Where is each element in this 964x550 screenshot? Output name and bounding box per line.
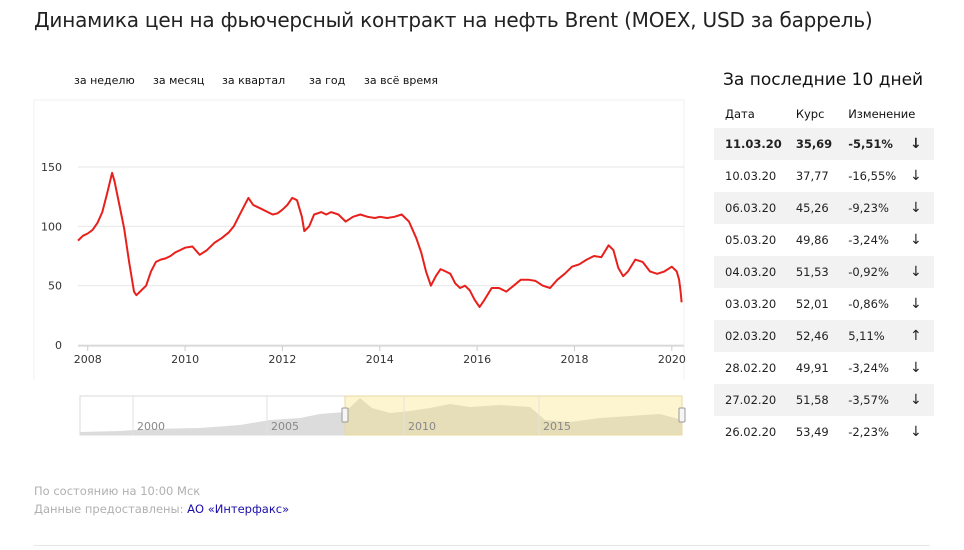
row-date: 03.03.20: [725, 297, 777, 311]
y-tick-label: 150: [41, 161, 62, 174]
row-change: -0,92%: [848, 256, 910, 288]
row-rate: 53,49: [795, 425, 829, 439]
page-title: Динамика цен на фьючерсный контракт на н…: [34, 8, 873, 32]
rates-row: 27.02.20 51,58 -3,57% ↓: [714, 384, 934, 416]
rates-row: 03.03.20 52,01 -0,86% ↓: [714, 288, 934, 320]
provider-line: Данные предоставлены: АО «Интерфакс»: [34, 500, 289, 518]
row-rate: 49,86: [795, 233, 829, 247]
navigator-tick-label: 2015: [543, 420, 571, 433]
x-tick-label: 2012: [268, 353, 296, 366]
navigator-handle-left[interactable]: [341, 407, 349, 423]
provider-label: Данные предоставлены:: [34, 502, 184, 516]
row-date: 05.03.20: [725, 233, 777, 247]
row-date: 06.03.20: [714, 192, 796, 224]
rates-table: Дата Курс Изменение 11.03.20 35,69 -5,51% ↓…: [714, 100, 934, 448]
period-all-time[interactable]: за всё время: [364, 74, 439, 87]
arrow-down-icon: ↓: [909, 232, 922, 248]
navigator-handle-right[interactable]: [678, 407, 686, 423]
arrow-down-icon: ↓: [909, 424, 922, 440]
row-change: -0,86%: [848, 297, 889, 311]
row-change: -3,24%: [848, 233, 889, 247]
rates-header-row: Дата Курс Изменение: [714, 100, 934, 128]
arrow-down-icon: ↓: [909, 168, 922, 184]
row-change: -9,23%: [848, 192, 910, 224]
side-panel-title: За последние 10 дней: [723, 70, 924, 90]
status-text: По состоянию на 10:00 Мск: [34, 484, 201, 498]
navigator-tick-label: 2000: [137, 420, 165, 433]
x-tick-label: 2008: [74, 353, 102, 366]
bottom-divider: [34, 545, 930, 546]
row-change: -3,57%: [848, 384, 910, 416]
period-quarter[interactable]: за квартал: [222, 74, 286, 87]
row-rate: 49,91: [795, 361, 829, 375]
row-rate: 35,69: [795, 128, 849, 160]
x-tick-label: 2016: [463, 353, 491, 366]
row-rate: 52,46: [795, 320, 849, 352]
row-date: 11.03.20: [714, 128, 796, 160]
row-date: 04.03.20: [714, 256, 796, 288]
plot-frame: [33, 99, 685, 380]
row-rate: 52,01: [795, 297, 829, 311]
navigator-tick-label: 2005: [271, 420, 299, 433]
header-date: Дата: [725, 107, 755, 121]
y-tick-label: 50: [48, 280, 62, 293]
footer: По состоянию на 10:00 Мск Данные предост…: [34, 482, 289, 518]
period-month[interactable]: за месяц: [153, 74, 205, 87]
arrow-down-icon: ↓: [909, 192, 934, 224]
row-change: -3,24%: [848, 361, 889, 375]
rates-row: 06.03.20 45,26 -9,23% ↓: [714, 192, 934, 224]
rates-row: 28.02.20 49,91 -3,24% ↓: [714, 352, 934, 384]
arrow-down-icon: ↓: [909, 296, 922, 312]
arrow-down-icon: ↓: [909, 384, 934, 416]
rates-row: 11.03.20 35,69 -5,51% ↓: [714, 128, 934, 160]
x-tick-label: 2018: [560, 353, 588, 366]
x-tick-label: 2010: [171, 353, 199, 366]
period-year[interactable]: за год: [309, 74, 346, 87]
rates-row: 05.03.20 49,86 -3,24% ↓: [714, 224, 934, 256]
row-change: -5,51%: [848, 128, 910, 160]
arrow-up-icon: ↑: [909, 320, 934, 352]
price-chart[interactable]: 0 50 100 150 2008 2010 2012 2014 2016 2018 2020: [0, 0, 700, 380]
price-line: [77, 171, 683, 308]
arrow-down-icon: ↓: [909, 128, 934, 160]
row-date: 10.03.20: [725, 169, 777, 183]
row-date: 27.02.20: [714, 384, 796, 416]
row-rate: 37,77: [795, 169, 829, 183]
x-tick-label: 2020: [658, 353, 686, 366]
navigator-tick-label: 2010: [408, 420, 436, 433]
rates-row: 02.03.20 52,46 5,11% ↑: [714, 320, 934, 352]
rates-row: 26.02.20 53,49 -2,23% ↓: [714, 416, 934, 448]
row-change: -2,23%: [848, 425, 889, 439]
navigator-area: [80, 398, 682, 435]
row-rate: 45,26: [795, 192, 849, 224]
row-date: 02.03.20: [714, 320, 796, 352]
row-rate: 51,53: [795, 256, 849, 288]
rates-row: 04.03.20 51,53 -0,92% ↓: [714, 256, 934, 288]
x-tick-label: 2014: [366, 353, 394, 366]
row-date: 28.02.20: [725, 361, 777, 375]
rates-row: 10.03.20 37,77 -16,55% ↓: [714, 160, 934, 192]
arrow-down-icon: ↓: [909, 256, 934, 288]
y-tick-label: 0: [55, 339, 62, 352]
navigator-frame: [79, 395, 683, 436]
y-tick-label: 100: [41, 220, 62, 233]
header-rate: Курс: [795, 107, 825, 121]
row-date: 26.02.20: [725, 425, 777, 439]
arrow-down-icon: ↓: [909, 360, 922, 376]
row-change: 5,11%: [848, 320, 910, 352]
row-rate: 51,58: [795, 384, 849, 416]
navigator-selection: [344, 395, 683, 436]
header-change: Изменение: [848, 107, 916, 121]
row-change: -16,55%: [848, 169, 897, 183]
provider-link[interactable]: АО «Интерфакс»: [187, 502, 290, 516]
period-week[interactable]: за неделю: [74, 74, 135, 87]
